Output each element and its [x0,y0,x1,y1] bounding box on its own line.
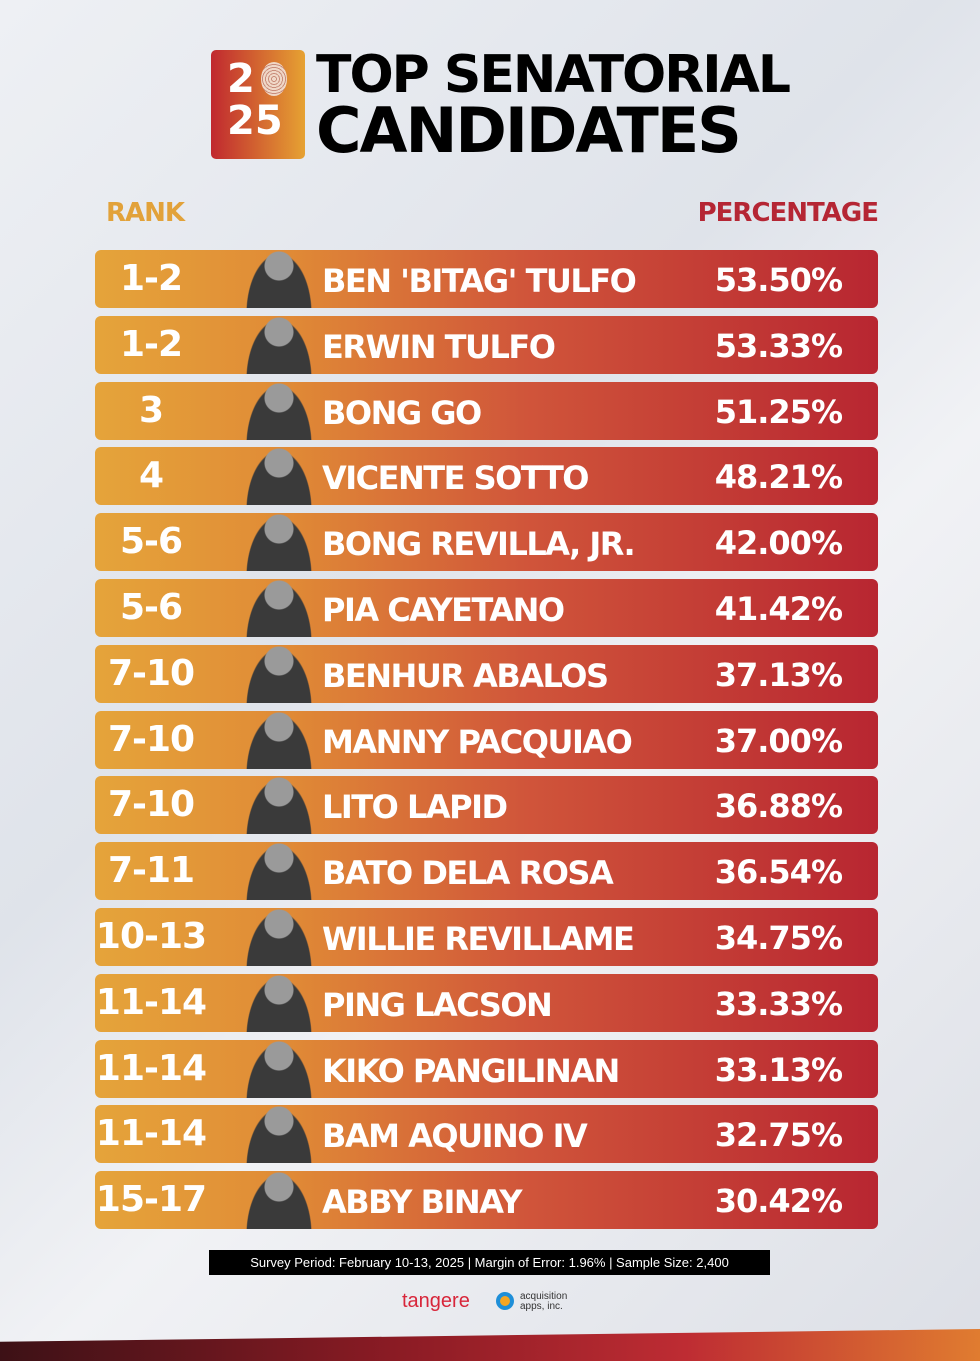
candidate-photo [243,577,315,637]
page-title: TOP SENATORIAL CANDIDATES [316,45,791,167]
percentage-cell: 53.33% [714,326,843,365]
candidate-photo [243,642,315,703]
candidate-photo [243,511,315,572]
title-line-1: TOP SENATORIAL [316,45,791,105]
candidate-name: PIA CAYETANO [322,591,565,629]
candidate-name: ABBY BINAY [322,1183,523,1222]
acquisition-apps-logo: acquisition apps, inc. [496,1292,567,1312]
rank-header: RANK [106,198,185,228]
percentage-cell: 36.88% [714,787,843,826]
candidate-photo [243,379,315,440]
rank-cell: 7-10 [107,652,195,694]
rank-cell: 11-14 [95,1047,207,1089]
rank-cell: 1-2 [119,258,183,299]
candidate-name: BAM AQUINO IV [322,1117,588,1156]
table-row: 1-2 BEN 'BITAG' TULFO 53.50% [95,248,878,308]
candidate-photo [243,906,315,966]
candidate-photo [243,1103,315,1164]
candidate-name: BENHUR ABALOS [322,656,609,695]
rank-cell: 7-10 [107,784,195,826]
candidate-name: LITO LAPID [322,788,508,827]
candidate-photo [243,248,315,308]
table-row: 5-6 PIA CAYETANO 41.42% [95,577,878,637]
candidate-name: VICENTE SOTTO [322,459,589,498]
rank-cell: 1-2 [119,323,183,365]
table-row: 11-14 PING LACSON 33.33% [95,971,878,1032]
rank-cell: 15-17 [95,1179,207,1221]
table-row: 7-10 LITO LAPID 36.88% [95,774,878,835]
rank-cell: 11-14 [95,981,207,1023]
percentage-cell: 37.00% [714,721,843,760]
title-line-2: CANDIDATES [316,94,742,167]
percentage-cell: 36.54% [714,853,843,892]
tangere-logo: tangere [402,1290,470,1312]
year-top: 2 [227,56,255,102]
table-row: 7-11 BATO DELA ROSA 36.54% [95,840,878,901]
percentage-cell: 33.13% [714,1050,843,1089]
candidate-name: BEN 'BITAG' TULFO [322,262,637,300]
candidate-name: PING LACSON [322,985,553,1024]
rank-cell: 4 [138,455,164,497]
rank-cell: 10-13 [95,916,207,957]
rank-cell: 11-14 [95,1113,207,1155]
candidate-name: KIKO PANGILINAN [322,1051,620,1090]
candidate-photo [243,1037,315,1098]
candidate-photo [243,774,315,835]
table-row: 15-17 ABBY BINAY 30.42% [95,1169,878,1230]
candidate-name: BATO DELA ROSA [322,854,614,893]
percentage-cell: 34.75% [714,919,843,957]
candidate-photo [243,1169,315,1230]
percentage-header: PERCENTAGE [697,198,879,228]
rank-cell: 7-10 [107,718,195,760]
rank-cell: 5-6 [119,521,183,563]
rank-cell: 5-6 [119,587,183,628]
year-logo: 2 25 [211,50,305,159]
candidate-photo [243,708,315,769]
percentage-cell: 33.33% [714,984,843,1023]
percentage-cell: 41.42% [714,590,843,628]
percentage-cell: 30.42% [714,1182,843,1221]
candidate-photo [243,445,315,506]
candidate-name: BONG REVILLA, JR. [322,525,636,564]
percentage-cell: 48.21% [714,458,843,497]
candidate-name: WILLIE REVILLAME [322,920,635,958]
table-row: 4 VICENTE SOTTO 48.21% [95,445,878,506]
candidate-photo [243,313,315,374]
candidate-name: MANNY PACQUIAO [322,722,633,761]
table-row: 3 BONG GO 51.25% [95,379,878,440]
brand2-line2: apps, inc. [520,1301,563,1312]
table-row: 10-13 WILLIE REVILLAME 34.75% [95,906,878,966]
candidate-photo [243,971,315,1032]
acquisition-apps-icon [496,1292,514,1310]
percentage-cell: 53.50% [714,261,843,299]
percentage-cell: 32.75% [714,1116,843,1155]
table-row: 7-10 MANNY PACQUIAO 37.00% [95,708,878,769]
survey-note: Survey Period: February 10-13, 2025 | Ma… [209,1250,770,1275]
percentage-cell: 42.00% [714,524,843,563]
table-row: 1-2 ERWIN TULFO 53.33% [95,313,878,374]
candidate-name: BONG GO [322,393,482,432]
percentage-cell: 37.13% [714,655,843,694]
table-row: 11-14 KIKO PANGILINAN 33.13% [95,1037,878,1098]
fingerprint-icon [261,62,287,96]
table-row: 7-10 BENHUR ABALOS 37.13% [95,642,878,703]
percentage-cell: 51.25% [714,392,843,431]
brand2-line1: acquisition [520,1291,568,1302]
rank-cell: 7-11 [107,850,195,892]
table-row: 5-6 BONG REVILLA, JR. 42.00% [95,511,878,572]
table-row: 11-14 BAM AQUINO IV 32.75% [95,1103,878,1164]
bottom-band [0,1329,980,1361]
candidate-name: ERWIN TULFO [322,327,556,366]
year-bottom: 25 [227,98,283,144]
candidate-photo [243,840,315,901]
rank-cell: 3 [138,389,164,431]
